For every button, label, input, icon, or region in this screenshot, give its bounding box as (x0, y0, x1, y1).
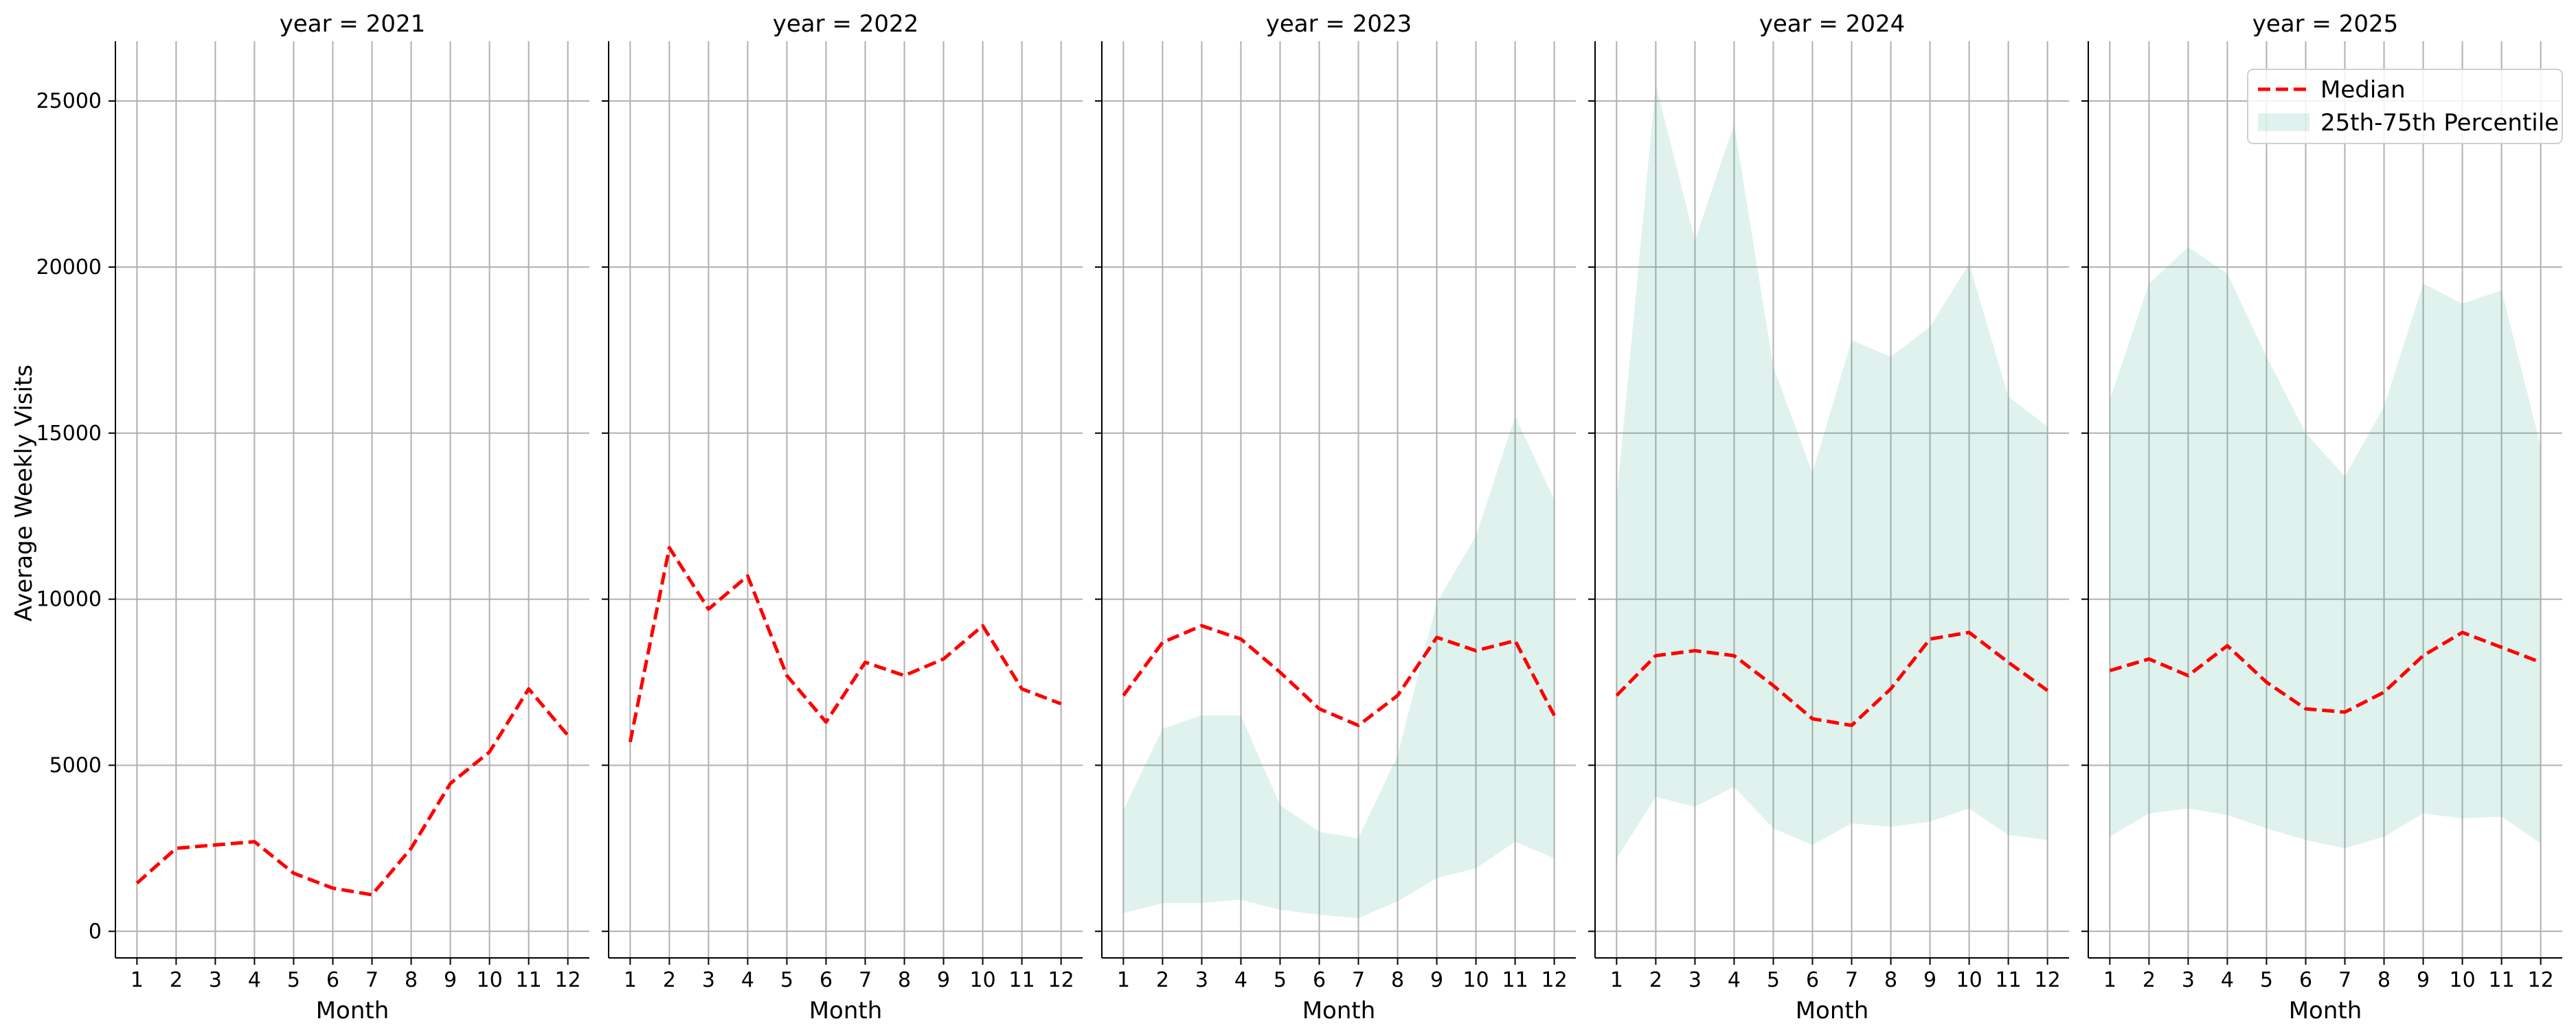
x-tick-label: 1 (1117, 968, 1130, 992)
x-tick-label: 10 (476, 968, 502, 992)
x-axis-title: Month (316, 997, 389, 1025)
x-tick-label: 3 (702, 968, 715, 992)
x-tick-label: 2 (2143, 968, 2156, 992)
x-tick-label: 3 (209, 968, 222, 992)
x-axis-title: Month (1302, 997, 1376, 1025)
x-tick-label: 11 (2489, 968, 2515, 992)
x-tick-label: 9 (937, 968, 950, 992)
legend-band-swatch (2258, 113, 2309, 131)
y-tick-label: 25000 (36, 89, 102, 113)
y-tick-label: 20000 (36, 255, 102, 279)
y-tick-label: 15000 (36, 422, 102, 446)
x-tick-label: 7 (365, 968, 379, 992)
x-tick-label: 7 (1845, 968, 1858, 992)
x-tick-label: 4 (741, 968, 754, 992)
x-tick-label: 6 (1806, 968, 1819, 992)
x-tick-label: 12 (2035, 968, 2061, 992)
y-tick-label: 0 (89, 919, 102, 943)
legend: Median 25th-75th Percentile (2247, 69, 2563, 144)
x-tick-label: 7 (1352, 968, 1365, 992)
x-tick-label: 2 (1649, 968, 1662, 992)
median-line (2109, 630, 2542, 714)
x-tick-label: 5 (2260, 968, 2273, 992)
x-tick-label: 9 (1430, 968, 1443, 992)
x-tick-label: 10 (2449, 968, 2475, 992)
percentile-band (1123, 416, 1555, 918)
y-axis-title: Average Weekly Visits (10, 365, 38, 621)
x-tick-label: 12 (2528, 968, 2554, 992)
median-line (1615, 630, 2049, 727)
y-tick-label: 5000 (49, 753, 102, 777)
x-tick-label: 1 (1610, 968, 1623, 992)
x-tick-label: 10 (1462, 968, 1489, 992)
x-tick-label: 6 (1313, 968, 1326, 992)
percentile-band (1616, 84, 2048, 858)
x-tick-label: 6 (326, 968, 339, 992)
percentile-band (2110, 247, 2541, 849)
x-tick-label: 3 (2182, 968, 2195, 992)
x-tick-label: 3 (1688, 968, 1702, 992)
x-tick-label: 1 (2103, 968, 2116, 992)
panel-title: year = 2025 (2252, 10, 2398, 38)
x-tick-label: 11 (1996, 968, 2022, 992)
x-tick-label: 4 (1234, 968, 1247, 992)
x-tick-label: 4 (2221, 968, 2234, 992)
legend-band-label: 25th-75th Percentile (2320, 109, 2559, 137)
x-axis-title: Month (809, 997, 883, 1025)
legend-frame (2247, 69, 2563, 144)
x-tick-label: 5 (1767, 968, 1780, 992)
legend-median-label: Median (2320, 76, 2406, 104)
x-tick-label: 2 (170, 968, 183, 992)
x-tick-label: 6 (820, 968, 833, 992)
x-tick-label: 12 (1541, 968, 1568, 992)
x-axis-title: Month (1796, 997, 1869, 1025)
x-tick-label: 8 (2377, 968, 2391, 992)
x-tick-label: 10 (969, 968, 995, 992)
x-tick-label: 2 (663, 968, 676, 992)
y-tick-label: 10000 (36, 588, 102, 612)
x-tick-label: 6 (2299, 968, 2312, 992)
x-tick-label: 9 (2417, 968, 2430, 992)
x-tick-label: 8 (898, 968, 911, 992)
x-tick-label: 8 (1391, 968, 1404, 992)
panel-title: year = 2024 (1759, 10, 1905, 38)
x-tick-label: 7 (859, 968, 872, 992)
x-tick-label: 12 (1048, 968, 1074, 992)
x-tick-label: 8 (1884, 968, 1897, 992)
x-tick-label: 1 (131, 968, 144, 992)
panel-title: year = 2022 (773, 10, 918, 38)
x-tick-label: 4 (248, 968, 261, 992)
x-tick-label: 5 (1274, 968, 1287, 992)
x-tick-label: 11 (516, 968, 542, 992)
median-line (135, 687, 569, 897)
x-tick-label: 12 (555, 968, 581, 992)
x-tick-label: 9 (444, 968, 457, 992)
median-line (628, 546, 1062, 743)
x-tick-label: 5 (780, 968, 793, 992)
median-line (1122, 623, 1556, 727)
x-axis-title: Month (2289, 997, 2362, 1025)
x-tick-label: 11 (1502, 968, 1528, 992)
x-tick-label: 8 (405, 968, 418, 992)
x-tick-label: 11 (1009, 968, 1035, 992)
panel-title: year = 2021 (280, 10, 425, 38)
x-tick-label: 4 (1728, 968, 1741, 992)
x-tick-label: 2 (1156, 968, 1169, 992)
x-tick-label: 9 (1923, 968, 1936, 992)
x-tick-label: 5 (287, 968, 300, 992)
x-tick-label: 1 (624, 968, 637, 992)
x-tick-label: 7 (2338, 968, 2351, 992)
x-tick-label: 10 (1956, 968, 1982, 992)
x-tick-label: 3 (1195, 968, 1208, 992)
panel-title: year = 2023 (1266, 10, 1412, 38)
